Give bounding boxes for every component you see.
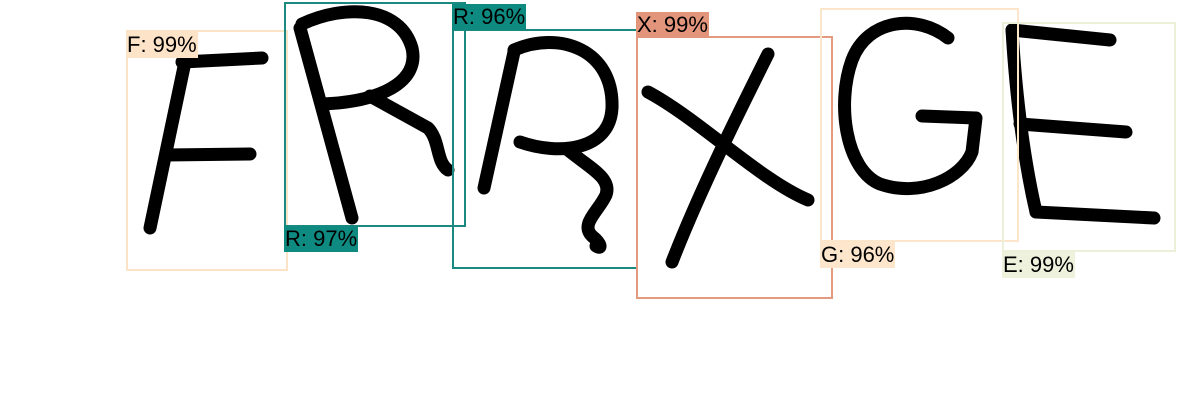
detection-box-f xyxy=(126,30,288,271)
detection-box-g xyxy=(820,8,1019,242)
detection-box-r-2 xyxy=(452,29,638,269)
glyph-e xyxy=(1005,23,1161,225)
detection-label-r-1: R: 97% xyxy=(284,226,359,252)
glyph-g xyxy=(838,16,983,195)
glyph-r-1 xyxy=(293,5,455,225)
detection-label-f: F: 99% xyxy=(126,32,198,58)
detection-box-x xyxy=(636,36,833,299)
detection-label-e: E: 99% xyxy=(1002,252,1075,278)
detection-label-r-2: R: 96% xyxy=(452,4,527,30)
glyph-f xyxy=(143,51,269,235)
detection-label-x: X: 99% xyxy=(636,12,709,38)
detection-label-g: G: 96% xyxy=(820,242,896,268)
glyph-r-2 xyxy=(477,36,619,254)
detection-box-e xyxy=(1002,22,1176,252)
glyph-x xyxy=(641,47,815,269)
detection-box-r-1 xyxy=(284,2,466,227)
